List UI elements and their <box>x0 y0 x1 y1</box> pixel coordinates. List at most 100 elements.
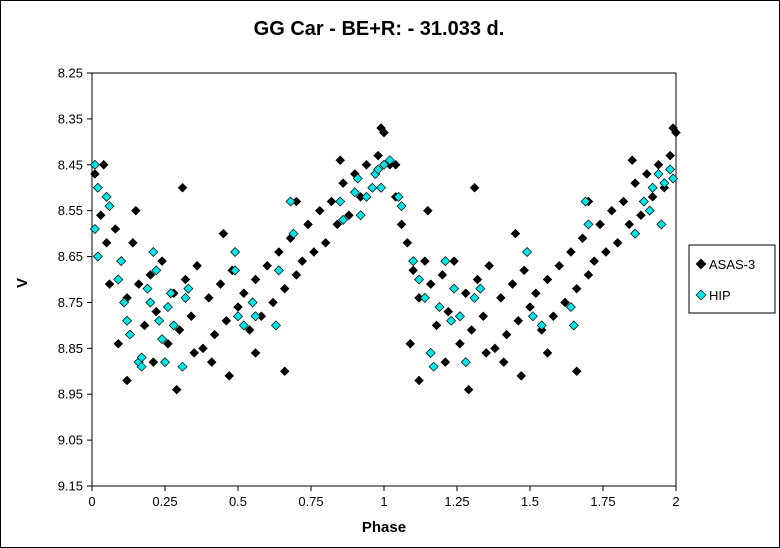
data-point <box>455 338 465 349</box>
data-point <box>142 283 153 294</box>
data-point <box>548 311 559 322</box>
data-point <box>160 357 170 368</box>
data-point <box>101 237 112 248</box>
data-point <box>466 325 477 335</box>
data-point <box>469 182 480 193</box>
data-point <box>665 164 676 175</box>
data-point <box>244 325 255 335</box>
data-point <box>653 168 664 179</box>
data-point <box>601 247 611 257</box>
data-point <box>250 348 261 358</box>
data-point <box>414 274 425 285</box>
data-point <box>206 357 217 367</box>
data-point <box>157 334 168 345</box>
data-point <box>279 283 290 294</box>
y-tick-label: 9.05 <box>58 433 83 448</box>
data-point <box>230 246 241 257</box>
legend-label-hip: HIP <box>709 288 731 303</box>
data-point <box>250 274 261 285</box>
data-point <box>501 329 512 340</box>
x-tick-label: 2 <box>672 494 679 509</box>
data-point <box>349 187 360 198</box>
data-point <box>303 219 313 230</box>
legend-box <box>688 244 776 314</box>
data-point <box>215 279 226 289</box>
data-point <box>335 155 346 166</box>
data-point <box>174 325 185 335</box>
data-point <box>568 320 579 331</box>
data-point <box>612 237 623 248</box>
y-tick-label: 8.55 <box>58 203 83 218</box>
y-tick-label: 8.65 <box>58 249 83 264</box>
data-point <box>326 196 337 207</box>
data-point <box>630 228 641 239</box>
data-point <box>148 246 159 257</box>
data-point <box>136 352 147 363</box>
data-point <box>454 311 465 322</box>
data-point <box>408 256 419 267</box>
data-point <box>443 306 454 317</box>
data-point <box>148 357 159 367</box>
data-point <box>168 320 179 331</box>
data-point <box>405 338 416 349</box>
data-point <box>449 256 459 266</box>
data-point <box>130 205 141 216</box>
data-point <box>463 384 474 395</box>
data-point <box>136 361 147 372</box>
data-point <box>565 302 576 313</box>
data-point <box>527 311 538 322</box>
data-point <box>177 182 188 193</box>
data-point <box>355 210 366 221</box>
data-point <box>291 270 302 280</box>
data-point <box>274 247 284 257</box>
data-point <box>122 375 132 386</box>
data-point <box>89 224 100 235</box>
data-point <box>422 205 433 216</box>
data-point <box>481 348 492 358</box>
data-point <box>230 265 241 276</box>
data-point <box>139 320 150 331</box>
data-point <box>90 169 100 179</box>
data-point <box>420 256 430 266</box>
data-point <box>624 219 635 230</box>
data-point <box>262 260 273 271</box>
data-point <box>270 320 281 331</box>
data-point <box>396 219 407 230</box>
data-point <box>536 320 547 331</box>
data-point <box>373 164 384 175</box>
data-point <box>238 288 249 299</box>
data-point <box>145 270 156 280</box>
data-point <box>665 150 676 161</box>
data-point <box>154 315 165 326</box>
data-point <box>636 210 646 221</box>
data-point <box>128 237 138 248</box>
data-point <box>580 196 591 207</box>
data-point <box>656 219 667 230</box>
x-tick-label: 0 <box>88 494 95 509</box>
data-point <box>554 260 565 271</box>
data-point <box>376 182 387 193</box>
data-point <box>647 182 658 193</box>
data-point <box>542 348 553 358</box>
data-point <box>320 237 331 248</box>
y-tick-label: 8.75 <box>58 295 83 310</box>
data-point <box>338 214 349 225</box>
data-point <box>530 288 541 299</box>
data-point <box>478 311 489 322</box>
x-tick-label: 0.25 <box>152 494 177 509</box>
data-point <box>189 348 200 358</box>
data-point <box>449 283 460 294</box>
data-point <box>180 274 191 285</box>
data-point <box>393 191 404 202</box>
data-point <box>384 155 395 166</box>
data-point <box>495 293 506 303</box>
series-hip <box>89 155 679 372</box>
data-point <box>338 178 348 188</box>
series-layer <box>89 123 681 395</box>
y-tick-label: 8.85 <box>58 341 83 356</box>
data-point <box>177 361 188 372</box>
data-point <box>595 219 605 230</box>
data-point <box>101 191 112 202</box>
data-point <box>408 265 419 276</box>
data-point <box>425 347 436 358</box>
